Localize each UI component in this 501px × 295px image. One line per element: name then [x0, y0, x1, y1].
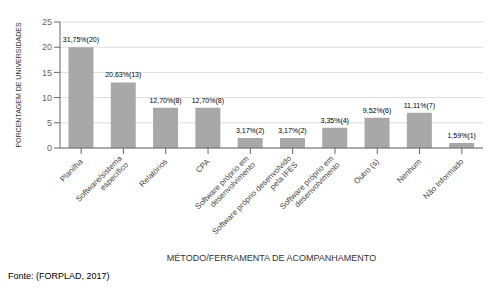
- svg-text:11,11%(7): 11,11%(7): [404, 102, 435, 110]
- svg-text:PORCENTAGEM DE UNIVERSIDADES: PORCENTAGEM DE UNIVERSIDADES: [15, 22, 22, 147]
- svg-text:10: 10: [42, 93, 52, 103]
- svg-text:Nenhum: Nenhum: [395, 157, 423, 185]
- svg-text:31,75%(20): 31,75%(20): [63, 36, 99, 44]
- svg-text:9,52%(6): 9,52%(6): [363, 107, 391, 115]
- svg-text:MÉTODO/FERRAMENTA DE ACOMPANHA: MÉTODO/FERRAMENTA DE ACOMPANHAMENTO: [167, 253, 376, 263]
- svg-text:1,59%(1): 1,59%(1): [447, 132, 475, 140]
- svg-text:20: 20: [42, 42, 52, 52]
- svg-text:25: 25: [42, 17, 52, 27]
- svg-text:3,17%(2): 3,17%(2): [236, 127, 264, 135]
- svg-text:Relatórios: Relatórios: [137, 157, 169, 189]
- svg-text:Software/sistemaespecífico: Software/sistemaespecífico: [74, 154, 131, 211]
- svg-text:Software próprio emdesenvolvim: Software próprio emdesenvolvimento: [278, 154, 342, 218]
- svg-text:12,70%(8): 12,70%(8): [149, 97, 181, 105]
- svg-text:Software próprio emdesenvolvim: Software próprio emdesenvolvimento: [193, 154, 257, 218]
- svg-text:3,35%(4): 3,35%(4): [321, 117, 349, 125]
- svg-text:CPA: CPA: [194, 157, 212, 175]
- svg-text:Outro (s): Outro (s): [352, 157, 381, 186]
- svg-text:12,70%(8): 12,70%(8): [192, 97, 224, 105]
- svg-text:0: 0: [47, 143, 52, 153]
- svg-text:15: 15: [42, 68, 52, 78]
- svg-text:20,63%(13): 20,63%(13): [105, 71, 141, 79]
- svg-text:Planilha: Planilha: [58, 157, 85, 184]
- svg-text:Não Informado: Não Informado: [422, 157, 466, 201]
- svg-text:5: 5: [47, 118, 52, 128]
- svg-text:3,17%(2): 3,17%(2): [278, 127, 306, 135]
